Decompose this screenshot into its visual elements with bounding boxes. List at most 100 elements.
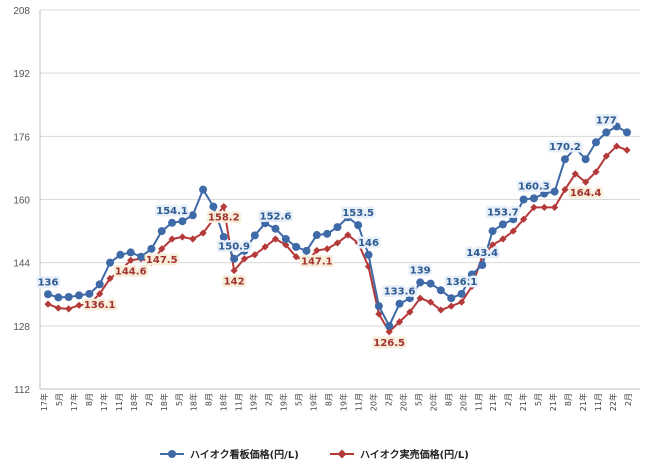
series-0-point[interactable] xyxy=(302,246,311,255)
series-0-point[interactable] xyxy=(550,187,559,196)
series-0-point[interactable] xyxy=(261,219,270,228)
series-0-point[interactable] xyxy=(488,227,497,236)
series-0-point[interactable] xyxy=(343,213,352,222)
series-0-point[interactable] xyxy=(529,194,538,203)
series-1-point[interactable] xyxy=(282,241,290,249)
series-1-point[interactable] xyxy=(426,298,435,306)
series-1-point[interactable] xyxy=(468,282,476,290)
series-1-point[interactable] xyxy=(116,266,124,275)
series-1-point[interactable] xyxy=(75,301,83,309)
series-0-point[interactable] xyxy=(416,278,425,287)
series-1-point[interactable] xyxy=(271,235,280,243)
series-1-point[interactable] xyxy=(44,300,52,308)
series-0-point[interactable] xyxy=(147,244,156,253)
series-1-point[interactable] xyxy=(447,302,455,310)
series-0-point[interactable] xyxy=(178,217,187,226)
series-1-point[interactable] xyxy=(54,304,62,312)
legend-item-1[interactable]: ハイオク実売価格(円/L) xyxy=(330,448,469,461)
series-0-point[interactable] xyxy=(240,246,249,255)
series-0-point[interactable] xyxy=(333,223,342,232)
series-0-point[interactable] xyxy=(364,250,373,259)
series-1-point[interactable] xyxy=(96,290,104,298)
series-0-point[interactable] xyxy=(509,215,518,224)
series-0-point[interactable] xyxy=(395,299,404,308)
series-1-point[interactable] xyxy=(230,266,238,275)
series-1-point[interactable] xyxy=(127,256,135,264)
series-1-point[interactable] xyxy=(520,215,528,223)
series-1-point[interactable] xyxy=(168,235,176,243)
series-1-point[interactable] xyxy=(364,263,373,271)
series-0-point[interactable] xyxy=(75,291,84,300)
series-1-point[interactable] xyxy=(261,243,269,251)
series-0-point[interactable] xyxy=(623,128,631,137)
series-1-point[interactable] xyxy=(437,306,445,314)
series-1-point[interactable] xyxy=(602,152,610,160)
series-1-point[interactable] xyxy=(199,229,207,237)
series-0-point[interactable] xyxy=(374,302,383,311)
series-1-point[interactable] xyxy=(540,203,548,211)
series-1-point[interactable] xyxy=(292,253,300,261)
series-1-point[interactable] xyxy=(623,146,631,154)
series-1-point[interactable] xyxy=(613,142,621,150)
series-0-point[interactable] xyxy=(292,242,301,251)
series-0-point[interactable] xyxy=(571,144,580,153)
series-0-point[interactable] xyxy=(591,138,600,147)
series-0-point[interactable] xyxy=(498,220,507,229)
series-1-point[interactable] xyxy=(416,294,424,302)
series-0-point[interactable] xyxy=(426,279,435,288)
series-0-point[interactable] xyxy=(281,234,290,243)
series-1-point[interactable] xyxy=(530,203,538,211)
series-1-point[interactable] xyxy=(488,241,497,249)
series-0-point[interactable] xyxy=(209,202,218,211)
series-1-point[interactable] xyxy=(302,259,311,267)
series-1-point[interactable] xyxy=(375,310,383,318)
series-0-point[interactable] xyxy=(271,224,280,233)
series-0-point[interactable] xyxy=(519,195,528,204)
series-0-point[interactable] xyxy=(612,122,621,131)
series-1-point[interactable] xyxy=(561,186,569,194)
series-1-point[interactable] xyxy=(509,227,517,235)
series-0-point[interactable] xyxy=(405,294,414,303)
series-0-point[interactable] xyxy=(106,258,115,267)
series-1-point[interactable] xyxy=(344,231,352,239)
series-0-point[interactable] xyxy=(478,261,487,270)
series-1-point[interactable] xyxy=(158,245,166,253)
series-1-point[interactable] xyxy=(85,300,93,308)
series-1-point[interactable] xyxy=(385,328,393,336)
series-1-point[interactable] xyxy=(592,168,600,176)
series-0-point[interactable] xyxy=(250,231,259,240)
series-1-point[interactable] xyxy=(551,203,559,211)
series-0-point[interactable] xyxy=(354,221,363,230)
series-0-point[interactable] xyxy=(188,211,197,220)
series-1-point[interactable] xyxy=(582,178,590,186)
series-0-point[interactable] xyxy=(436,286,445,295)
series-1-point[interactable] xyxy=(406,308,414,316)
series-1-point[interactable] xyxy=(571,170,579,178)
legend-item-0[interactable]: ハイオク看板価格(円/L) xyxy=(160,448,299,461)
series-0-point[interactable] xyxy=(560,155,569,164)
series-0-point[interactable] xyxy=(168,218,177,227)
series-1-point[interactable] xyxy=(220,203,228,211)
series-1-point[interactable] xyxy=(333,239,342,247)
series-1-point[interactable] xyxy=(457,298,466,306)
series-0-point[interactable] xyxy=(116,250,125,259)
series-1-point[interactable] xyxy=(323,245,331,253)
series-0-point[interactable] xyxy=(385,321,394,330)
series-0-point[interactable] xyxy=(54,293,63,302)
series-0-point[interactable] xyxy=(581,155,590,164)
series-0-point[interactable] xyxy=(199,185,208,194)
series-0-point[interactable] xyxy=(44,290,52,299)
series-0-point[interactable] xyxy=(157,227,166,236)
series-1-point[interactable] xyxy=(251,251,259,259)
series-1-point[interactable] xyxy=(189,235,197,243)
series-0-point[interactable] xyxy=(457,289,466,298)
series-1-point[interactable] xyxy=(65,305,73,313)
series-1-point[interactable] xyxy=(354,239,362,247)
series-0-point[interactable] xyxy=(602,128,611,137)
series-0-point[interactable] xyxy=(219,233,228,242)
series-1-point[interactable] xyxy=(147,259,155,267)
series-0-point[interactable] xyxy=(95,280,104,289)
series-0-point[interactable] xyxy=(230,254,239,263)
series-0-point[interactable] xyxy=(126,248,135,257)
series-0-point[interactable] xyxy=(64,293,73,302)
